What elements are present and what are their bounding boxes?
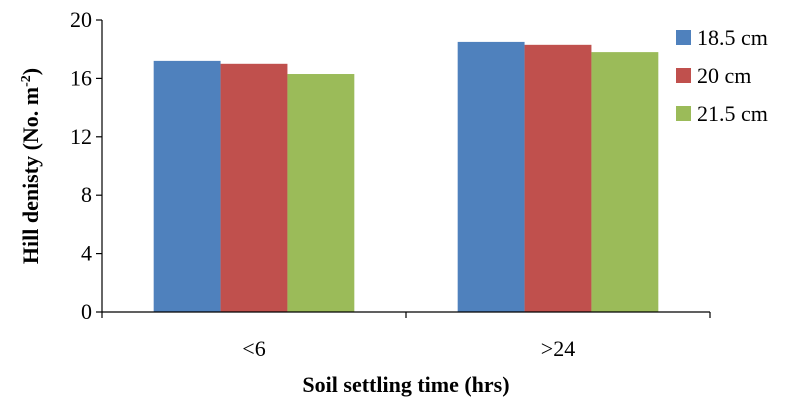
bar-21-5-cm-1 [591,52,659,313]
bar-20-cm-1 [524,44,592,312]
legend-swatch [676,106,691,121]
y-tick-label: 16 [70,65,92,90]
legend-label: 20 cm [697,63,751,88]
bar-21-5-cm-0 [287,74,355,313]
bar-18-5-cm-0 [153,60,221,312]
legend-swatch [676,68,691,83]
x-axis-title: Soil settling time (hrs) [302,372,509,397]
y-axis-title-main: Hill denisty (No. m [18,87,43,264]
legend-label: 18.5 cm [697,25,768,50]
bar-18-5-cm-1 [457,41,525,313]
bars-layer [153,41,659,313]
y-ticks: 0 4 8 12 16 20 [70,7,102,324]
y-axis-title-suffix: ) [18,68,43,75]
legend: 18.5 cm 20 cm 21.5 cm [676,25,768,126]
y-tick-label: 0 [81,299,92,324]
legend-swatch [676,30,691,45]
y-axis-title: Hill denisty (No. m-2) [18,68,43,264]
x-tick-label: >24 [541,336,575,361]
y-axis-title-superscript: -2 [19,75,34,87]
x-ticks: <6 >24 [101,312,711,361]
x-tick-label: <6 [242,336,265,361]
legend-label: 21.5 cm [697,101,768,126]
y-tick-label: 12 [70,124,92,149]
y-tick-label: 8 [81,182,92,207]
bar-20-cm-0 [220,63,288,312]
y-tick-label: 20 [70,7,92,32]
y-tick-label: 4 [81,241,92,266]
